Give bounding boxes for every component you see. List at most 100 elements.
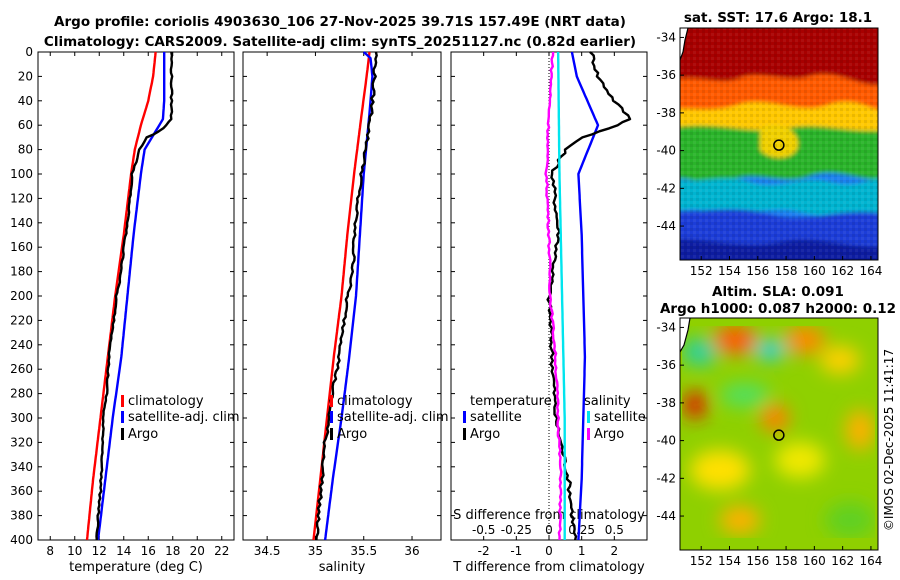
map-lon-tick-label: 152: [690, 554, 713, 568]
legend-label-satellite: satellite-adj. clim: [337, 410, 449, 425]
depth-tick-label: 360: [10, 484, 33, 498]
sst-argo-location-marker: [773, 139, 785, 151]
temperature-tick-label: 18: [165, 544, 180, 558]
t-difference-tick-label: 0: [545, 544, 553, 558]
map-lon-tick-label: 154: [718, 554, 741, 568]
t-difference-tick-label: 2: [611, 544, 619, 558]
salinity-tick-labels: 34.5 35 35.5 36: [254, 52, 420, 558]
sst-map-frame: [679, 27, 879, 261]
depth-tick-label: 20: [18, 69, 33, 83]
legend-swatch-satellite: [121, 411, 124, 423]
map-lon-tick-label: 156: [746, 264, 769, 278]
sla-mid-5: [820, 346, 860, 374]
legend-swatch-satellite-salinity: [587, 411, 590, 423]
depth-tick-label: 200: [10, 289, 33, 303]
salinity-tick-label: 34.5: [254, 544, 281, 558]
depth-tick-label: 0: [25, 45, 33, 59]
sla-low-1: [682, 338, 718, 366]
legend-swatch-argo: [463, 428, 466, 440]
depth-tick-label: 120: [10, 191, 33, 205]
legend-label-argo-salinity: Argo: [594, 427, 624, 442]
temperature-tick-label: 10: [67, 544, 82, 558]
sla-coastline: [680, 318, 691, 353]
map-lon-tick-label: 160: [803, 554, 826, 568]
sla-high-4: [761, 404, 789, 432]
figure-title-line1: Argo profile: coriolis 4903630_106 27-No…: [54, 14, 626, 30]
sst-map: [680, 28, 878, 260]
depth-tick-label: 160: [10, 240, 33, 254]
sla-high-3: [683, 391, 707, 419]
legend-label-salinity: salinity: [584, 394, 631, 409]
map-lon-tick-label: 158: [775, 264, 798, 278]
legend-label-climatology: climatology: [337, 394, 413, 409]
series-line-satellite-adj-clim: [96, 52, 166, 541]
series-line-salinity-satellite: [556, 51, 566, 540]
sst-map-title: sat. SST: 17.6 Argo: 18.1: [684, 10, 872, 26]
temperature-tick-label: 20: [190, 544, 205, 558]
temperature-tick-label: 12: [92, 544, 107, 558]
depth-tick-label: 140: [10, 216, 33, 230]
t-difference-tick-label: -2: [478, 544, 490, 558]
sla-low-3: [720, 383, 770, 407]
legend-label-satellite: satellite: [470, 410, 522, 425]
legend-label-climatology: climatology: [128, 394, 204, 409]
s-difference-xlabel: S difference from climatology: [453, 508, 645, 523]
s-difference-tick-label: -0.25: [501, 523, 532, 537]
legend-swatch-argo: [121, 428, 124, 440]
temperature-tick-label: 16: [141, 544, 156, 558]
series-line-argo: [315, 51, 378, 541]
legend-swatch-climatology: [121, 395, 124, 407]
depth-tick-label: 80: [18, 143, 33, 157]
map-lat-tick-label: -34: [656, 30, 676, 44]
legend-swatch-argo-salinity: [587, 428, 590, 440]
map-lon-tick-label: 158: [775, 554, 798, 568]
s-difference-tick-label: -0.5: [472, 523, 495, 537]
sla-mid-4: [825, 502, 875, 538]
sla-map: [680, 318, 878, 550]
t-difference-tick-label: 1: [578, 544, 586, 558]
depth-tick-label: 100: [10, 167, 33, 181]
map-lat-tick-label: -40: [656, 144, 676, 158]
sla-tick-labels: 152 154 156 158 160 162 164 -34 -36 -38 -40 -42 -44: [656, 320, 882, 568]
map-lon-tick-label: 164: [859, 264, 882, 278]
map-lat-tick-label: -42: [656, 471, 676, 485]
depth-tick-label: 220: [10, 313, 33, 327]
temperature-tick-label: 22: [214, 544, 229, 558]
depth-tick-label: 320: [10, 435, 33, 449]
sla-coast-land: [680, 318, 690, 352]
sst-pixel-texture: [680, 28, 878, 260]
s-difference-tick-label: 0: [545, 523, 553, 537]
s-difference-tick-label: 0.5: [605, 523, 624, 537]
depth-tick-label: 260: [10, 362, 33, 376]
legend-label-argo: Argo: [470, 427, 500, 442]
depth-tick-label: 300: [10, 411, 33, 425]
salinity-xlabel: salinity: [319, 560, 366, 575]
salinity-tick-label: 35.5: [350, 544, 377, 558]
map-lon-tick-label: 162: [831, 554, 854, 568]
map-lat-tick-label: -36: [656, 358, 676, 372]
depth-tick-label: 60: [18, 118, 33, 132]
difference-series: [544, 51, 632, 541]
salinity-tick-label: 36: [404, 544, 419, 558]
series-line-salinity-argo: [544, 51, 563, 541]
legend-label-argo: Argo: [337, 427, 367, 442]
temperature-legend: climatology satellite-adj. clim Argo: [121, 394, 240, 442]
sla-map-frame: [679, 317, 879, 551]
depth-tick-label: 280: [10, 387, 33, 401]
sla-map-title-line1: Altim. SLA: 0.091: [712, 284, 844, 300]
temperature-axes-frame: [37, 51, 235, 541]
temperature-panel: [37, 51, 235, 541]
salinity-series: [312, 51, 378, 541]
map-lat-tick-label: -36: [656, 68, 676, 82]
figure-title-line2: Climatology: CARS2009. Satellite-adj cli…: [44, 34, 636, 50]
map-lat-tick-label: -34: [656, 320, 676, 334]
sla-mid-1: [690, 450, 750, 490]
sst-tick-labels: 152 154 156 158 160 162 164 -34 -36 -38 -40 -42 -44: [656, 30, 882, 278]
map-lon-tick-label: 160: [803, 264, 826, 278]
sla-high-2: [785, 326, 825, 354]
map-lon-tick-label: 152: [690, 264, 713, 278]
depth-tick-label: 380: [10, 509, 33, 523]
legend-label-satellite-salinity: satellite: [594, 410, 646, 425]
legend-swatch-argo: [330, 428, 333, 440]
